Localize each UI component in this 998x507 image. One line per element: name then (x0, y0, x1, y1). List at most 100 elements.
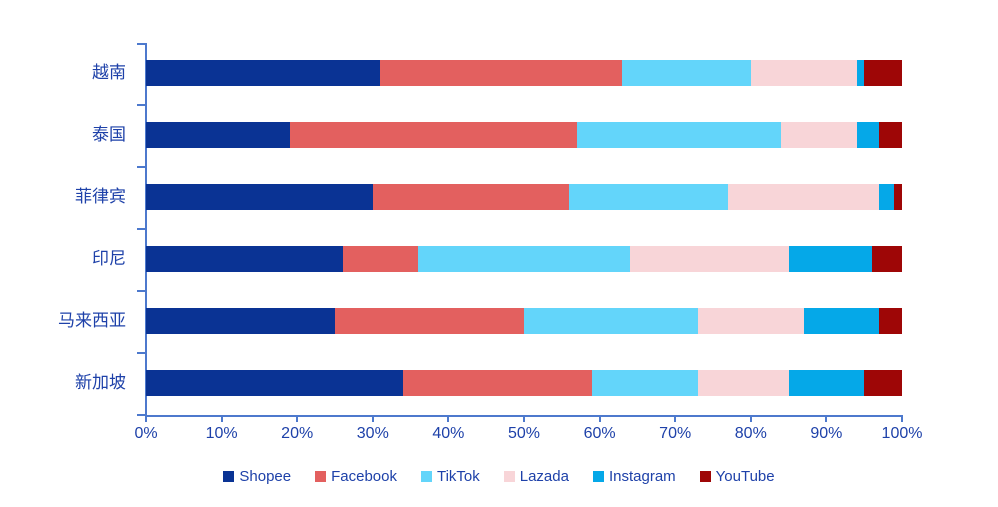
bar-segment-lazada (629, 246, 789, 272)
bar-segment-instagram (788, 246, 872, 272)
x-axis-tick (523, 415, 525, 422)
bar-segment-tiktok (418, 246, 630, 272)
y-axis-tick (137, 290, 146, 292)
bar-segment-shopee (146, 184, 373, 210)
y-axis-tick (137, 104, 146, 106)
bar-segment-instagram (879, 184, 895, 210)
legend: Shopee Facebook TikTok Lazada Instagram YouTu… (0, 468, 998, 485)
x-tick-label: 40% (432, 425, 465, 442)
bar-row (146, 370, 902, 396)
category-label: 越南 (92, 63, 126, 82)
legend-swatch-icon (592, 471, 604, 482)
x-axis-tick (901, 415, 903, 422)
category-label: 印尼 (92, 249, 126, 268)
y-axis-tick (137, 414, 146, 416)
bar-segment-shopee (146, 370, 404, 396)
bar-segment-youtube (879, 122, 902, 148)
plot-area (137, 43, 903, 422)
legend-label: YouTube (715, 468, 775, 485)
legend-label: Instagram (608, 468, 676, 485)
legend-label: Facebook (331, 468, 397, 485)
bar-segment-lazada (750, 60, 857, 86)
x-tick-label: 20% (281, 425, 314, 442)
bar-segment-tiktok (569, 184, 729, 210)
x-tick-label: 10% (205, 425, 238, 442)
bar-segment-instagram (856, 60, 865, 86)
bar-segment-shopee (146, 308, 335, 334)
legend-swatch-icon (315, 471, 327, 482)
bar-segment-shopee (146, 246, 343, 272)
bar-segment-tiktok (576, 122, 781, 148)
category-label: 菲律宾 (75, 187, 126, 206)
category-label: 新加坡 (75, 373, 126, 392)
x-axis-tick (296, 415, 299, 422)
x-axis-tick (447, 415, 450, 422)
x-axis-tick (220, 415, 223, 422)
bar-segment-youtube (894, 184, 902, 210)
legend-swatch-icon (699, 471, 711, 482)
bar-segment-youtube (871, 246, 902, 272)
y-axis-tick (137, 228, 146, 230)
legend-item-shopee: Shopee (223, 468, 291, 485)
bar-segment-youtube (864, 60, 902, 86)
bar-segment-lazada (781, 122, 857, 148)
bar-segment-youtube (879, 308, 902, 334)
bar-segment-shopee (146, 60, 381, 86)
bar-segment-instagram (803, 308, 880, 334)
bar-segment-facebook (372, 184, 570, 210)
x-axis-tick (145, 415, 147, 422)
bar-segment-youtube (864, 370, 902, 396)
x-tick-label: 70% (659, 425, 692, 442)
x-tick-label: 90% (810, 425, 843, 442)
x-axis-tick (825, 415, 828, 422)
legend-swatch-icon (223, 471, 235, 482)
bar-row (146, 308, 902, 334)
legend-item-youtube: YouTube (699, 468, 775, 485)
category-axis-labels: 越南泰国菲律宾印尼马来西亚新加坡 (0, 43, 136, 415)
bar-row (146, 122, 902, 148)
category-label: 马来西亚 (58, 311, 126, 330)
bar-row (146, 246, 902, 272)
x-tick-label: 30% (356, 425, 389, 442)
bar-segment-tiktok (524, 308, 698, 334)
bar-segment-tiktok (622, 60, 751, 86)
bar-segment-lazada (697, 370, 789, 396)
bar-segment-facebook (380, 60, 623, 86)
bar-segment-instagram (788, 370, 865, 396)
bar-segment-facebook (289, 122, 577, 148)
x-tick-label: 0% (134, 425, 158, 442)
bar-segment-facebook (403, 370, 593, 396)
x-tick-label: 60% (583, 425, 616, 442)
bar-segment-instagram (856, 122, 880, 148)
x-tick-label: 50% (507, 425, 541, 442)
legend-item-instagram: Instagram (592, 468, 676, 485)
x-tick-label: 100% (881, 425, 923, 442)
y-axis-line (145, 43, 147, 416)
legend-label: Lazada (519, 468, 569, 485)
x-axis-tick-labels: 0% 10% 20% 30% 40% 50% 60% 70% 80% 90% 100% (134, 425, 922, 447)
bar-segment-facebook (342, 246, 419, 272)
legend-label: Shopee (239, 468, 292, 485)
x-axis-tick (674, 415, 677, 422)
bar-segment-tiktok (592, 370, 698, 396)
y-axis-tick (137, 43, 146, 45)
x-axis-tick (598, 415, 601, 422)
x-tick-label: 80% (734, 425, 767, 442)
x-axis-tick (371, 415, 374, 422)
legend-item-lazada: Lazada (503, 468, 569, 485)
bar-segment-shopee (146, 122, 290, 148)
legend-item-facebook: Facebook (315, 468, 397, 485)
category-label: 泰国 (92, 125, 126, 144)
legend-swatch-icon (503, 471, 515, 482)
legend-label: TikTok (436, 468, 480, 485)
bar-segment-lazada (697, 308, 804, 334)
bar-row (146, 60, 902, 86)
bar-segment-facebook (335, 308, 524, 334)
y-axis-tick (137, 166, 146, 168)
x-axis-tick (749, 415, 752, 422)
y-axis-tick (137, 352, 146, 354)
bar-row (146, 184, 902, 210)
legend-item-tiktok: TikTok (420, 468, 480, 485)
bar-segment-lazada (728, 184, 880, 210)
